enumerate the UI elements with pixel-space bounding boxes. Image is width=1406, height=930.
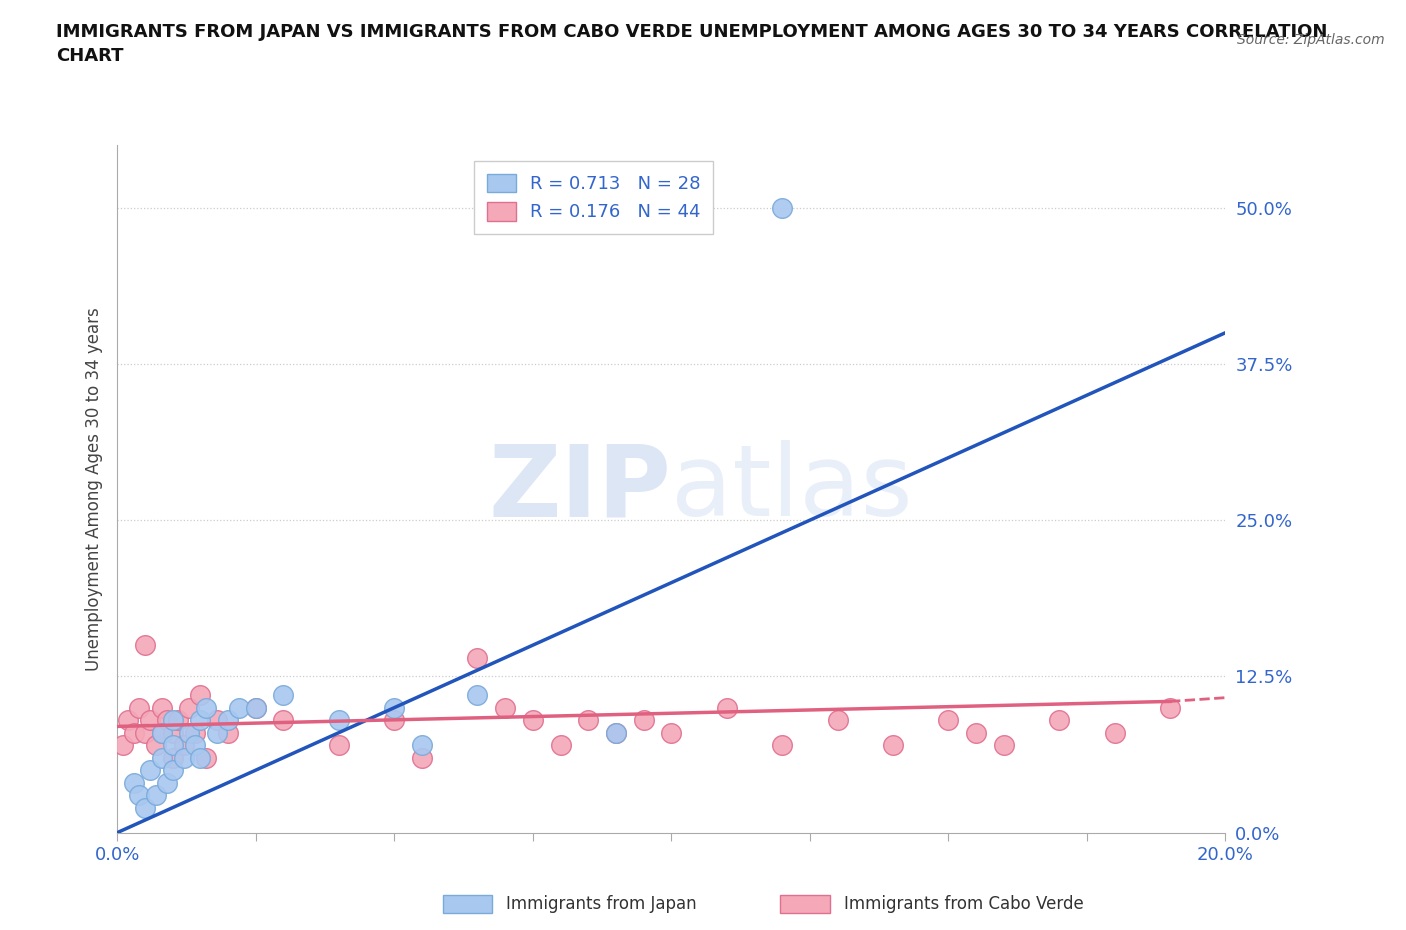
Point — [162, 763, 184, 777]
Point — [134, 800, 156, 815]
Text: atlas: atlas — [671, 441, 912, 538]
Text: Source: ZipAtlas.com: Source: ZipAtlas.com — [1237, 33, 1385, 46]
Point — [188, 751, 211, 765]
Point — [194, 751, 217, 765]
Point — [993, 737, 1015, 752]
Point — [938, 712, 960, 727]
Point — [328, 712, 350, 727]
Point — [150, 700, 173, 715]
Point — [633, 712, 655, 727]
Point — [128, 788, 150, 803]
Point — [411, 737, 433, 752]
Point — [184, 725, 207, 740]
Point — [128, 700, 150, 715]
Point — [245, 700, 267, 715]
Point — [139, 712, 162, 727]
Point — [467, 650, 489, 665]
Point — [217, 712, 239, 727]
Point — [179, 700, 201, 715]
Point — [228, 700, 250, 715]
Point — [188, 712, 211, 727]
Point — [184, 737, 207, 752]
Point — [605, 725, 627, 740]
Point — [1104, 725, 1126, 740]
Point — [162, 712, 184, 727]
Point — [965, 725, 987, 740]
Point — [150, 725, 173, 740]
Point — [217, 725, 239, 740]
Point — [1047, 712, 1070, 727]
Point — [188, 687, 211, 702]
Point — [150, 751, 173, 765]
Point — [162, 737, 184, 752]
Point — [467, 687, 489, 702]
Text: ZIP: ZIP — [488, 441, 671, 538]
Point — [273, 712, 295, 727]
Point — [382, 712, 405, 727]
Point — [273, 687, 295, 702]
Point — [205, 712, 228, 727]
Point — [173, 737, 195, 752]
Point — [162, 725, 184, 740]
Point — [770, 200, 793, 215]
Legend: R = 0.713   N = 28, R = 0.176   N = 44: R = 0.713 N = 28, R = 0.176 N = 44 — [474, 161, 713, 234]
Y-axis label: Unemployment Among Ages 30 to 34 years: Unemployment Among Ages 30 to 34 years — [86, 307, 103, 671]
Point — [134, 638, 156, 653]
Point — [167, 712, 190, 727]
Point — [156, 712, 179, 727]
Point — [145, 788, 167, 803]
Point — [194, 700, 217, 715]
Point — [156, 776, 179, 790]
Point — [122, 725, 145, 740]
Point — [134, 725, 156, 740]
Point — [411, 751, 433, 765]
Point — [145, 737, 167, 752]
Point — [179, 725, 201, 740]
Point — [328, 737, 350, 752]
Point — [494, 700, 516, 715]
Point — [117, 712, 139, 727]
Point — [245, 700, 267, 715]
Point — [111, 737, 134, 752]
Point — [550, 737, 572, 752]
Point — [605, 725, 627, 740]
Point — [770, 737, 793, 752]
Point — [827, 712, 849, 727]
Point — [576, 712, 599, 727]
Point — [522, 712, 544, 727]
Point — [382, 700, 405, 715]
Point — [122, 776, 145, 790]
Point — [1159, 700, 1181, 715]
Text: IMMIGRANTS FROM JAPAN VS IMMIGRANTS FROM CABO VERDE UNEMPLOYMENT AMONG AGES 30 T: IMMIGRANTS FROM JAPAN VS IMMIGRANTS FROM… — [56, 23, 1327, 65]
Point — [882, 737, 904, 752]
Point — [150, 725, 173, 740]
Point — [205, 725, 228, 740]
Point — [716, 700, 738, 715]
Point — [162, 751, 184, 765]
Text: Immigrants from Cabo Verde: Immigrants from Cabo Verde — [844, 895, 1084, 913]
Point — [659, 725, 682, 740]
Text: Immigrants from Japan: Immigrants from Japan — [506, 895, 697, 913]
Point — [173, 751, 195, 765]
Point — [139, 763, 162, 777]
